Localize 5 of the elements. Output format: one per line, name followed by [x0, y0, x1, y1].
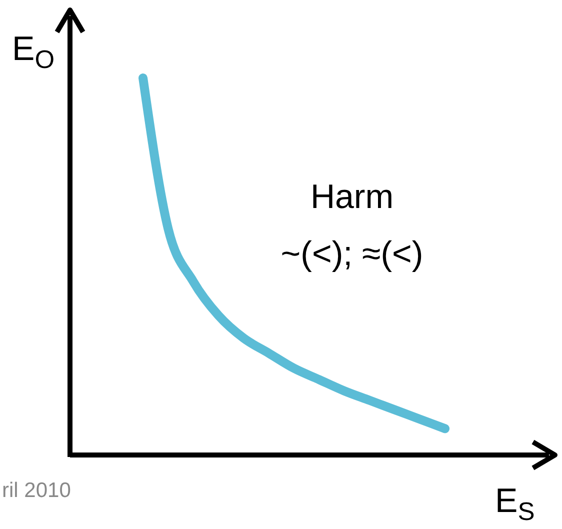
x-axis-title: E$_{S}$ — [495, 482, 535, 526]
annotation: Harm — [310, 178, 394, 216]
annotation: ~(<); ≈(<) — [280, 235, 424, 273]
y-axis-title: E$_{O}$ — [12, 30, 55, 74]
text: ril 2010 — [2, 479, 71, 502]
